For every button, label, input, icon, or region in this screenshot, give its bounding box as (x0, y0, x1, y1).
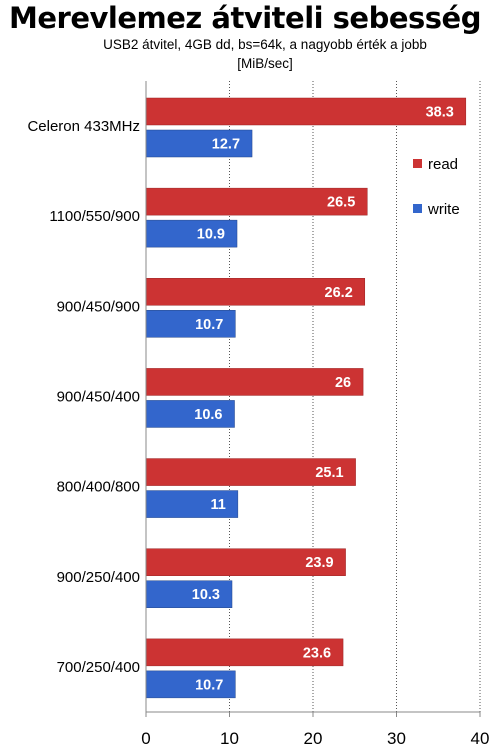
category-label: 700/250/400 (57, 659, 140, 676)
bar-write (145, 400, 235, 428)
data-label-read: 38.3 (426, 105, 454, 121)
x-tick-label: 20 (304, 729, 323, 748)
bar-read (145, 548, 346, 576)
category-label: 900/450/900 (57, 298, 140, 315)
x-tick-label: 0 (141, 729, 150, 748)
data-label-write: 10.3 (192, 587, 220, 603)
legend-swatch-read (413, 159, 422, 168)
x-tick-label: 40 (471, 729, 490, 748)
category-label: 1100/550/900 (49, 208, 140, 225)
data-label-write: 12.7 (212, 137, 240, 153)
data-label-write: 10.7 (195, 317, 223, 333)
data-label-read: 26.5 (327, 195, 355, 211)
bar-read (145, 278, 366, 306)
data-label-read: 26.2 (325, 285, 353, 301)
bar-read (145, 458, 356, 486)
unit-label: [MiB/sec] (237, 56, 293, 71)
category-label: 900/450/400 (57, 389, 140, 406)
bar-read (145, 187, 368, 216)
legend-swatch-write (413, 204, 422, 213)
x-tick-label: 30 (387, 729, 406, 748)
x-tick-label: 10 (220, 729, 239, 748)
category-label: 800/400/800 (57, 479, 140, 496)
chart-title: Merevlemez átviteli sebesség (9, 1, 481, 35)
category-label: Celeron 433MHz (27, 118, 140, 135)
data-label-write: 10.6 (194, 407, 222, 423)
legend-label-write: write (427, 201, 460, 218)
bar-write (145, 490, 239, 518)
data-label-read: 26 (335, 375, 351, 391)
data-label-write: 11 (211, 497, 226, 513)
bar-write (145, 670, 236, 699)
data-label-write: 10.9 (197, 227, 225, 243)
data-label-read: 23.9 (305, 555, 333, 571)
chart-subtitle: USB2 átvitel, 4GB dd, bs=64k, a nagyobb … (103, 37, 427, 52)
legend-label-read: read (428, 156, 458, 173)
data-label-read: 25.1 (315, 465, 343, 481)
data-label-read: 23.6 (303, 645, 331, 661)
bar-write (145, 219, 238, 248)
bar-write (145, 310, 236, 338)
bar-read (145, 638, 344, 667)
category-label: 900/250/400 (57, 569, 140, 586)
data-label-write: 10.7 (195, 677, 223, 693)
bar-read (145, 368, 364, 396)
bar-write (145, 580, 233, 608)
bar-read (145, 97, 467, 126)
